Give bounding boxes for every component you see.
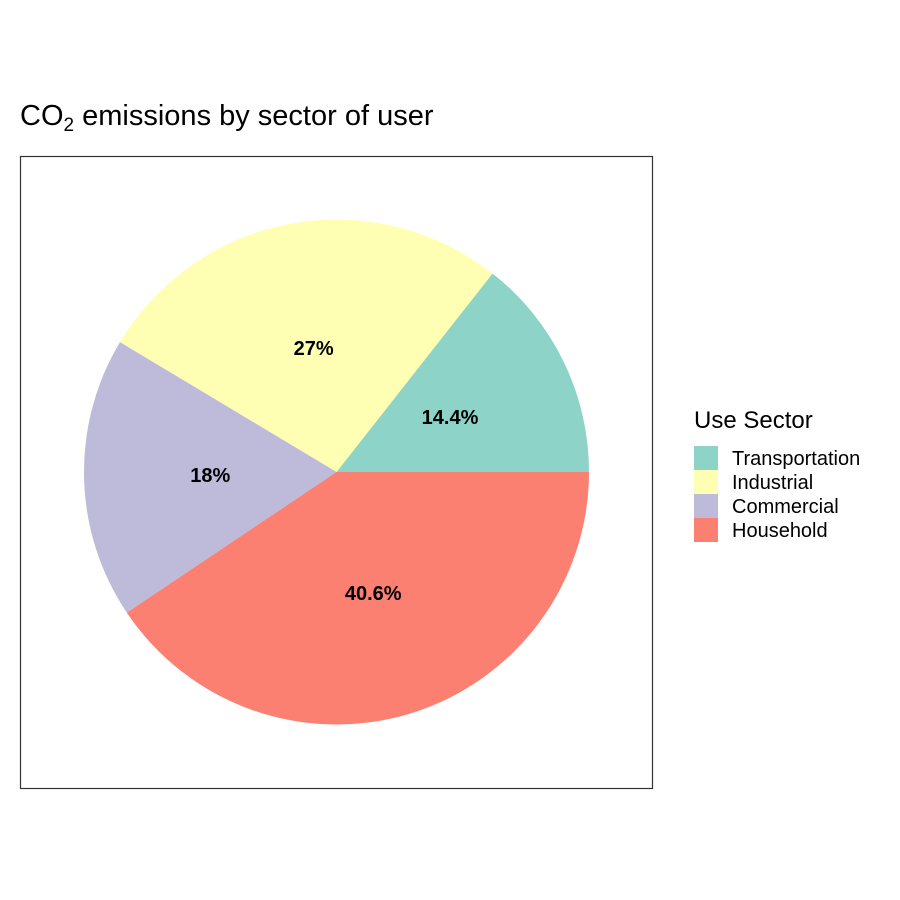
slice-label-industrial: 27% [294,338,334,360]
pie-slice-transportation [336,273,589,472]
legend-label-transportation: Transportation [732,448,860,470]
slice-label-commercial: 18% [190,465,230,487]
slice-label-transportation: 14.4% [422,407,479,429]
title-suffix: emissions by sector of user [74,100,434,132]
legend-label-commercial: Commercial [732,496,839,518]
pie-slice-industrial [119,219,493,472]
legend-key-industrial [694,470,718,494]
legend-label-household: Household [732,520,828,542]
slice-label-household: 40.6% [345,583,402,605]
pie-slice-commercial [83,342,337,613]
legend-label-industrial: Industrial [732,472,813,494]
pie-slice-labels: 14.4% 27% 18% 40.6% [190,338,478,605]
pie-slices [83,219,590,725]
legend-key-commercial [694,494,718,518]
legend-title: Use Sector [694,407,813,434]
legend: TransportationIndustrialCommercialHouseh… [694,446,860,542]
legend-key-transportation [694,446,718,470]
chart-title: CO2 emissions by sector of user [20,100,434,137]
title-prefix: CO [20,100,64,132]
title-subscript: 2 [63,115,75,136]
legend-key-household [694,518,718,542]
pie-slice-household [126,472,590,725]
